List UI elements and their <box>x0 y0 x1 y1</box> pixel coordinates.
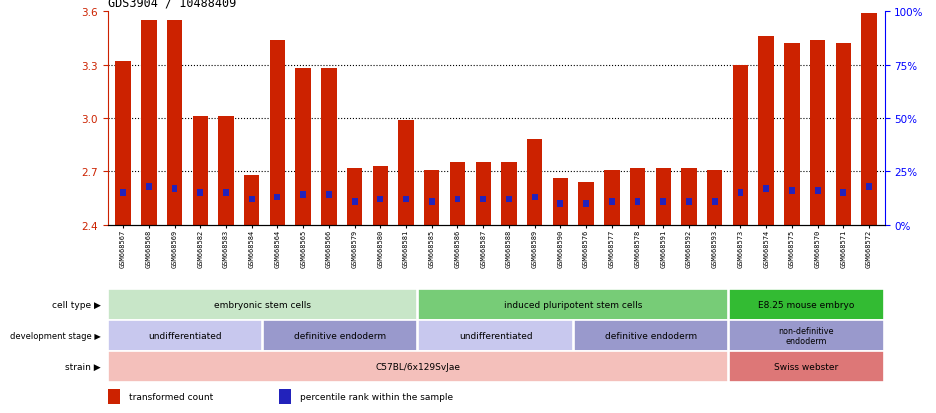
Bar <box>270 41 285 225</box>
Text: development stage ▶: development stage ▶ <box>10 331 101 340</box>
Bar <box>738 190 743 197</box>
Text: percentile rank within the sample: percentile rank within the sample <box>300 392 453 401</box>
Bar <box>193 117 208 225</box>
Text: non-definitive
endoderm: non-definitive endoderm <box>779 326 834 345</box>
Bar <box>300 192 306 199</box>
Bar <box>475 163 491 225</box>
Bar <box>501 163 517 225</box>
Bar <box>326 192 331 199</box>
Bar <box>506 196 512 203</box>
Text: embryonic stem cells: embryonic stem cells <box>214 300 311 309</box>
Bar <box>841 190 846 197</box>
Bar <box>141 21 156 225</box>
Bar <box>197 190 203 197</box>
Bar <box>630 169 645 225</box>
Text: C57BL/6x129SvJae: C57BL/6x129SvJae <box>375 362 461 371</box>
Bar <box>171 185 178 192</box>
Text: definitive endoderm: definitive endoderm <box>605 331 697 340</box>
Bar <box>583 200 589 207</box>
Bar <box>711 198 718 205</box>
Text: cell type ▶: cell type ▶ <box>51 300 101 309</box>
Bar <box>814 188 821 195</box>
Bar <box>279 389 291 404</box>
Bar <box>321 69 337 225</box>
Bar <box>758 37 774 225</box>
Bar <box>450 163 465 225</box>
Bar <box>836 44 851 225</box>
Bar <box>218 117 234 225</box>
Bar <box>403 196 409 203</box>
Bar <box>707 170 723 225</box>
Bar <box>578 183 593 225</box>
Bar <box>249 196 255 203</box>
Bar <box>480 196 486 203</box>
Bar <box>373 166 388 225</box>
Text: Swiss webster: Swiss webster <box>774 362 839 371</box>
Bar <box>686 198 692 205</box>
Bar <box>429 198 434 205</box>
Bar <box>120 190 126 197</box>
Text: definitive endoderm: definitive endoderm <box>294 331 387 340</box>
Bar <box>789 188 795 195</box>
Bar <box>347 169 362 225</box>
Bar <box>296 69 311 225</box>
Bar <box>866 183 872 190</box>
Bar <box>661 198 666 205</box>
Bar <box>532 194 537 201</box>
Text: transformed count: transformed count <box>129 392 213 401</box>
Bar <box>424 170 440 225</box>
Bar <box>167 21 183 225</box>
Bar <box>527 140 542 225</box>
Bar <box>352 198 358 205</box>
Bar <box>108 389 121 404</box>
Text: undifferentiated: undifferentiated <box>459 331 533 340</box>
Text: GDS3904 / 10488409: GDS3904 / 10488409 <box>108 0 236 10</box>
Bar <box>244 176 259 225</box>
Bar <box>552 179 568 225</box>
Text: undifferentiated: undifferentiated <box>148 331 222 340</box>
Bar <box>377 196 383 203</box>
Text: E8.25 mouse embryo: E8.25 mouse embryo <box>758 300 855 309</box>
Bar <box>635 198 640 205</box>
Bar <box>223 190 229 197</box>
Bar <box>604 170 620 225</box>
Text: induced pluripotent stem cells: induced pluripotent stem cells <box>505 300 642 309</box>
Bar <box>763 185 769 192</box>
Bar <box>274 194 281 201</box>
Bar <box>861 14 877 225</box>
Bar <box>733 66 748 225</box>
Bar <box>399 121 414 225</box>
Bar <box>455 196 461 203</box>
Bar <box>810 41 826 225</box>
Bar <box>558 200 563 207</box>
Bar <box>115 62 131 225</box>
Bar <box>655 169 671 225</box>
Bar <box>609 198 615 205</box>
Text: strain ▶: strain ▶ <box>66 362 101 371</box>
Bar <box>681 169 696 225</box>
Bar <box>146 183 152 190</box>
Bar <box>784 44 799 225</box>
